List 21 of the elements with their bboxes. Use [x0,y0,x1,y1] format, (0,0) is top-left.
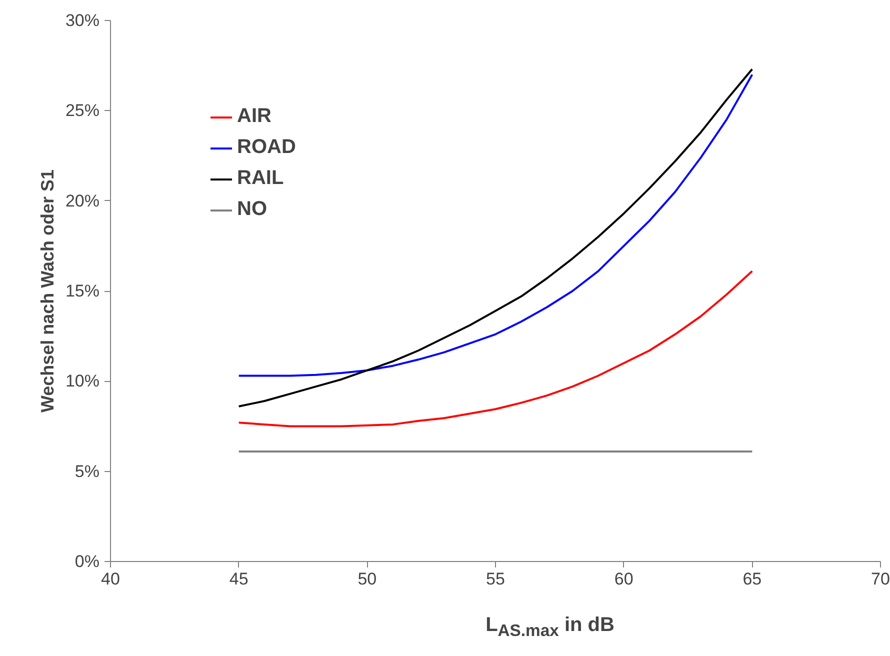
line-series [238,270,754,428]
y-tick-label: 5% [74,462,100,481]
y-tick-label: 20% [65,191,100,210]
legend-label: AIR [237,105,272,128]
y-tick-label: 30% [65,11,100,30]
y-tick-label: 0% [74,552,100,571]
legend-label: NO [237,198,267,221]
legend-label: RAIL [237,167,284,190]
x-axis-title: L$_{AS.max}$ in dB [486,613,614,642]
x-tick-label: 65 [742,570,762,588]
y-axis-title: Wechsel nach Wach oder S1 [37,169,58,413]
x-tick-label: 40 [101,570,120,588]
x-tick-label: 70 [871,570,890,588]
y-tick-label: 15% [65,282,100,300]
x-tick-label: 45 [229,570,248,588]
x-tick-label: 60 [614,570,634,588]
x-tick-label: 50 [358,570,377,588]
legend-label: ROAD [237,136,296,159]
y-tick-label: 10% [65,372,100,391]
x-tick-label: 55 [486,570,505,588]
y-tick-label: 25% [65,101,100,120]
